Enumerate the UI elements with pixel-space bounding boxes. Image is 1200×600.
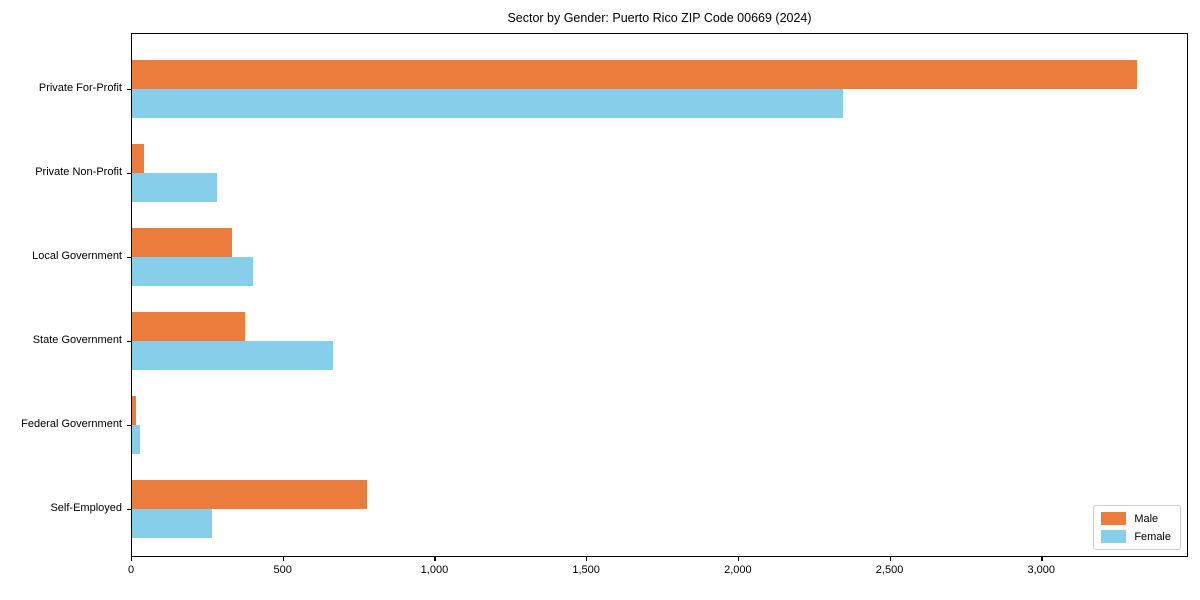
legend: Male Female [1093, 505, 1181, 550]
legend-item-male: Male [1101, 512, 1171, 525]
bar-female-5 [132, 509, 212, 538]
bar-male-3 [132, 312, 245, 341]
y-label-2: Local Government [32, 250, 122, 262]
x-label-1: 500 [273, 564, 292, 576]
legend-label-female: Female [1134, 530, 1171, 543]
bar-female-0 [132, 89, 844, 118]
bar-male-4 [132, 396, 137, 425]
legend-label-male: Male [1134, 512, 1159, 525]
y-tick-5 [127, 509, 131, 511]
x-tick-2 [434, 557, 436, 561]
legend-swatch-male [1101, 512, 1127, 525]
y-label-3: State Government [32, 334, 122, 346]
y-tick-0 [127, 89, 131, 91]
x-tick-5 [889, 557, 891, 561]
x-tick-1 [282, 557, 284, 561]
bar-female-3 [132, 341, 333, 370]
bar-male-2 [132, 228, 233, 257]
bar-male-1 [132, 144, 145, 173]
x-label-4: 2,000 [724, 564, 752, 576]
bar-female-1 [132, 173, 217, 202]
x-label-0: 0 [127, 564, 135, 576]
y-label-4: Federal Government [21, 418, 122, 430]
x-tick-6 [1041, 557, 1043, 561]
x-tick-4 [737, 557, 740, 561]
chart-title: Sector by Gender: Puerto Rico ZIP Code 0… [507, 11, 812, 25]
legend-item-female: Female [1101, 530, 1171, 543]
legend-swatch-female [1101, 530, 1127, 543]
plot-area: Male Female [131, 33, 1188, 557]
bar-female-2 [132, 257, 254, 286]
y-label-5: Self-Employed [50, 502, 122, 514]
x-label-2: 1,000 [420, 564, 449, 576]
x-label-5: 2,500 [875, 564, 904, 576]
x-tick-0 [131, 557, 133, 561]
y-tick-2 [127, 257, 131, 259]
bar-male-0 [132, 60, 1137, 89]
y-label-0: Private For-Profit [38, 82, 122, 94]
bar-male-5 [132, 480, 367, 509]
bars-layer [132, 34, 1187, 556]
bar-female-4 [132, 425, 140, 454]
x-tick-3 [586, 557, 588, 561]
y-label-1: Private Non-Profit [35, 166, 122, 178]
x-label-3: 1,500 [572, 564, 600, 576]
y-tick-4 [127, 425, 131, 427]
y-tick-1 [127, 173, 131, 175]
x-label-6: 3,000 [1027, 564, 1056, 576]
y-tick-3 [127, 341, 131, 343]
